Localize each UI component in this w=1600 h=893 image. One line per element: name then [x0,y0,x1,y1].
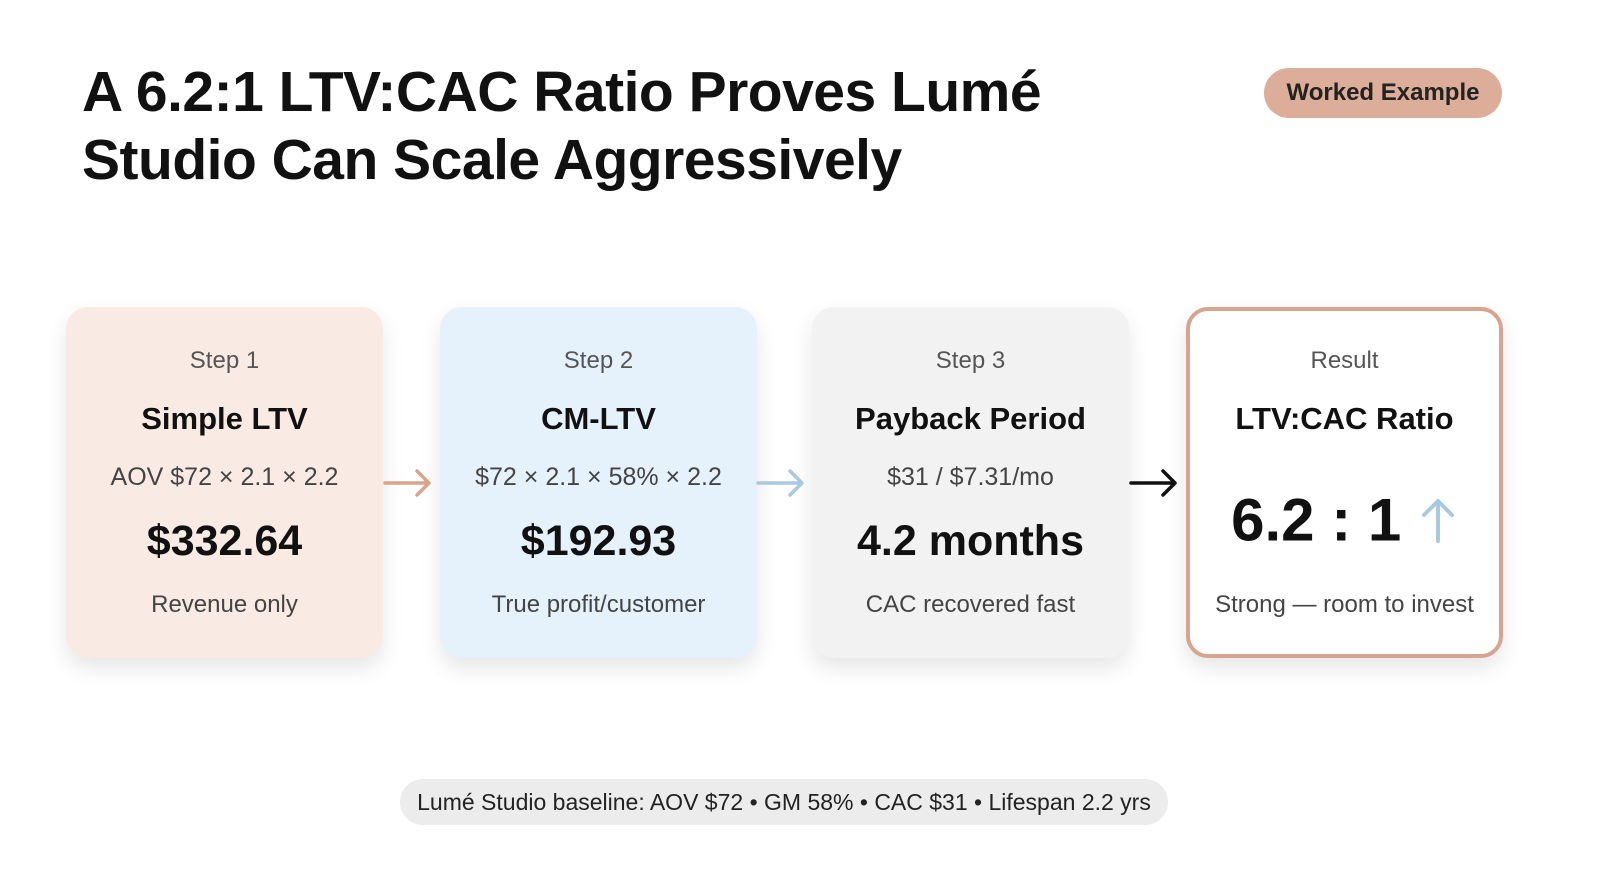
card-note: Revenue only [151,591,298,618]
card-value: 4.2 months [857,517,1084,565]
card-value: 6.2 : 1 [1231,486,1402,554]
card-note: True profit/customer [491,591,706,618]
footer-pill: Lumé Studio baseline: AOV $72 • GM 58% •… [400,779,1168,825]
card-note: Strong — room to invest [1215,591,1474,618]
step-label: Step 2 [563,347,634,374]
card: Step 2 CM-LTV $72 × 2.1 × 58% × 2.2 $192… [440,307,757,658]
badge: Worked Example [1264,68,1502,118]
step-label: Step 3 [935,347,1006,374]
card-value: $332.64 [146,517,303,565]
card-heading: CM-LTV [541,401,656,436]
card-heading: Simple LTV [141,401,308,436]
formula: $31 / $7.31/mo [887,463,1054,491]
card-note: CAC recovered fast [865,591,1076,618]
arrow [1129,469,1177,497]
up-arrow-icon [1421,499,1454,544]
formula: $72 × 2.1 × 58% × 2.2 [475,463,722,491]
arrow [383,469,431,497]
ratio-row: 6.2 : 1 [1190,481,1499,555]
step-label: Step 1 [189,347,260,374]
formula: AOV $72 × 2.1 × 2.2 [110,463,339,491]
card: Step 1 Simple LTV AOV $72 × 2.1 × 2.2 $3… [66,307,383,658]
card-value: $192.93 [520,517,677,565]
card: Step 3 Payback Period $31 / $7.31/mo 4.2… [812,307,1129,658]
card-heading: LTV:CAC Ratio [1235,401,1454,436]
arrow [756,469,804,497]
result-card: Result LTV:CAC Ratio 6.2 : 1 Strong — ro… [1186,307,1503,658]
card-heading: Payback Period [855,401,1086,436]
step-label: Result [1310,347,1379,374]
title: A 6.2:1 LTV:CAC Ratio Proves Lumé Studio… [82,60,1042,192]
